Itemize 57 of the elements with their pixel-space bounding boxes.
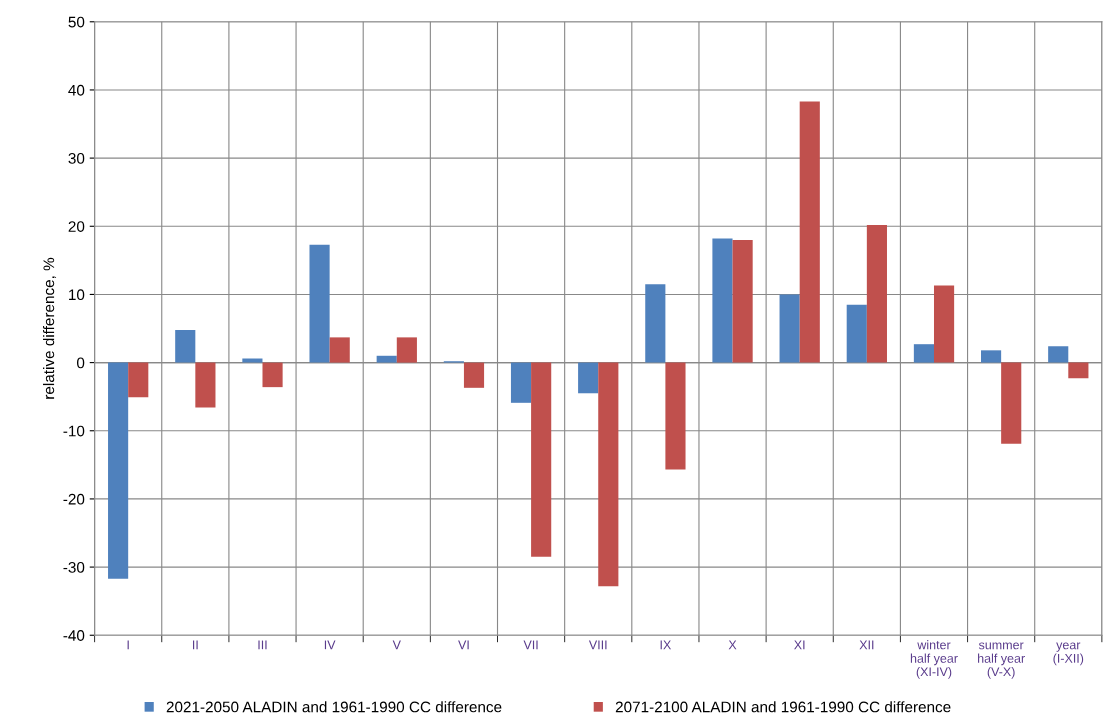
bar bbox=[799, 101, 820, 363]
x-tick-label: VIII bbox=[588, 640, 607, 650]
x-tick-label: V bbox=[392, 640, 401, 650]
bar bbox=[329, 337, 350, 363]
bar bbox=[175, 329, 196, 363]
bar bbox=[128, 362, 149, 398]
bar bbox=[531, 362, 552, 557]
x-tick-label: III bbox=[258, 640, 267, 650]
y-tick-label: 10 bbox=[69, 289, 85, 301]
x-tick-label: I bbox=[127, 640, 129, 650]
bar bbox=[108, 362, 129, 579]
y-tick-label: 20 bbox=[68, 221, 85, 232]
bar bbox=[732, 239, 753, 363]
bar bbox=[510, 362, 532, 403]
x-tick-label: II bbox=[193, 640, 198, 650]
x-tick-label: winter half year (XI-IV) bbox=[910, 640, 958, 679]
x-tick-label: XII bbox=[859, 640, 874, 650]
bar bbox=[913, 344, 934, 363]
bar bbox=[1001, 362, 1022, 444]
bar bbox=[262, 362, 283, 388]
bar bbox=[866, 224, 887, 363]
bar bbox=[578, 362, 599, 394]
y-tick-label: 50 bbox=[68, 16, 85, 28]
x-tick-label: XI bbox=[794, 640, 805, 650]
bar bbox=[779, 294, 800, 363]
x-tick-label: VII bbox=[523, 640, 538, 650]
bar bbox=[846, 304, 867, 363]
bar bbox=[396, 337, 417, 363]
x-tick-label: X bbox=[728, 640, 737, 650]
x-tick-label: IV bbox=[324, 640, 336, 650]
legend-label: 2021-2050 ALADIN and 1961-1990 CC difference bbox=[166, 701, 502, 713]
bar bbox=[376, 355, 397, 363]
bar bbox=[933, 285, 955, 363]
bar bbox=[665, 362, 686, 470]
bar bbox=[981, 350, 1002, 363]
bar bbox=[309, 244, 330, 363]
x-tick-label: summer half year (V-X) bbox=[978, 642, 1025, 679]
bar bbox=[242, 358, 263, 363]
x-tick-label: year (I-XII) bbox=[1053, 642, 1084, 666]
bar bbox=[195, 362, 216, 408]
y-tick-label: -20 bbox=[63, 493, 85, 505]
bar bbox=[712, 238, 733, 363]
y-axis-title: relative difference, % bbox=[43, 257, 57, 399]
bar bbox=[463, 362, 485, 388]
x-tick-label: VI bbox=[458, 640, 469, 650]
y-tick-label: -40 bbox=[63, 630, 85, 641]
y-tick-label: -30 bbox=[63, 561, 85, 573]
legend-label: 2071-2100 ALADIN and 1961-1990 CC difference bbox=[615, 701, 951, 713]
y-tick-label: 30 bbox=[68, 152, 85, 164]
x-tick-label: IX bbox=[660, 640, 672, 650]
bar bbox=[645, 284, 666, 363]
y-tick-label: 40 bbox=[68, 84, 85, 96]
bar bbox=[1048, 346, 1069, 363]
y-tick-label: -10 bbox=[63, 425, 85, 437]
bar bbox=[598, 362, 619, 587]
y-tick-label: 0 bbox=[76, 357, 85, 369]
bar bbox=[1068, 362, 1089, 379]
